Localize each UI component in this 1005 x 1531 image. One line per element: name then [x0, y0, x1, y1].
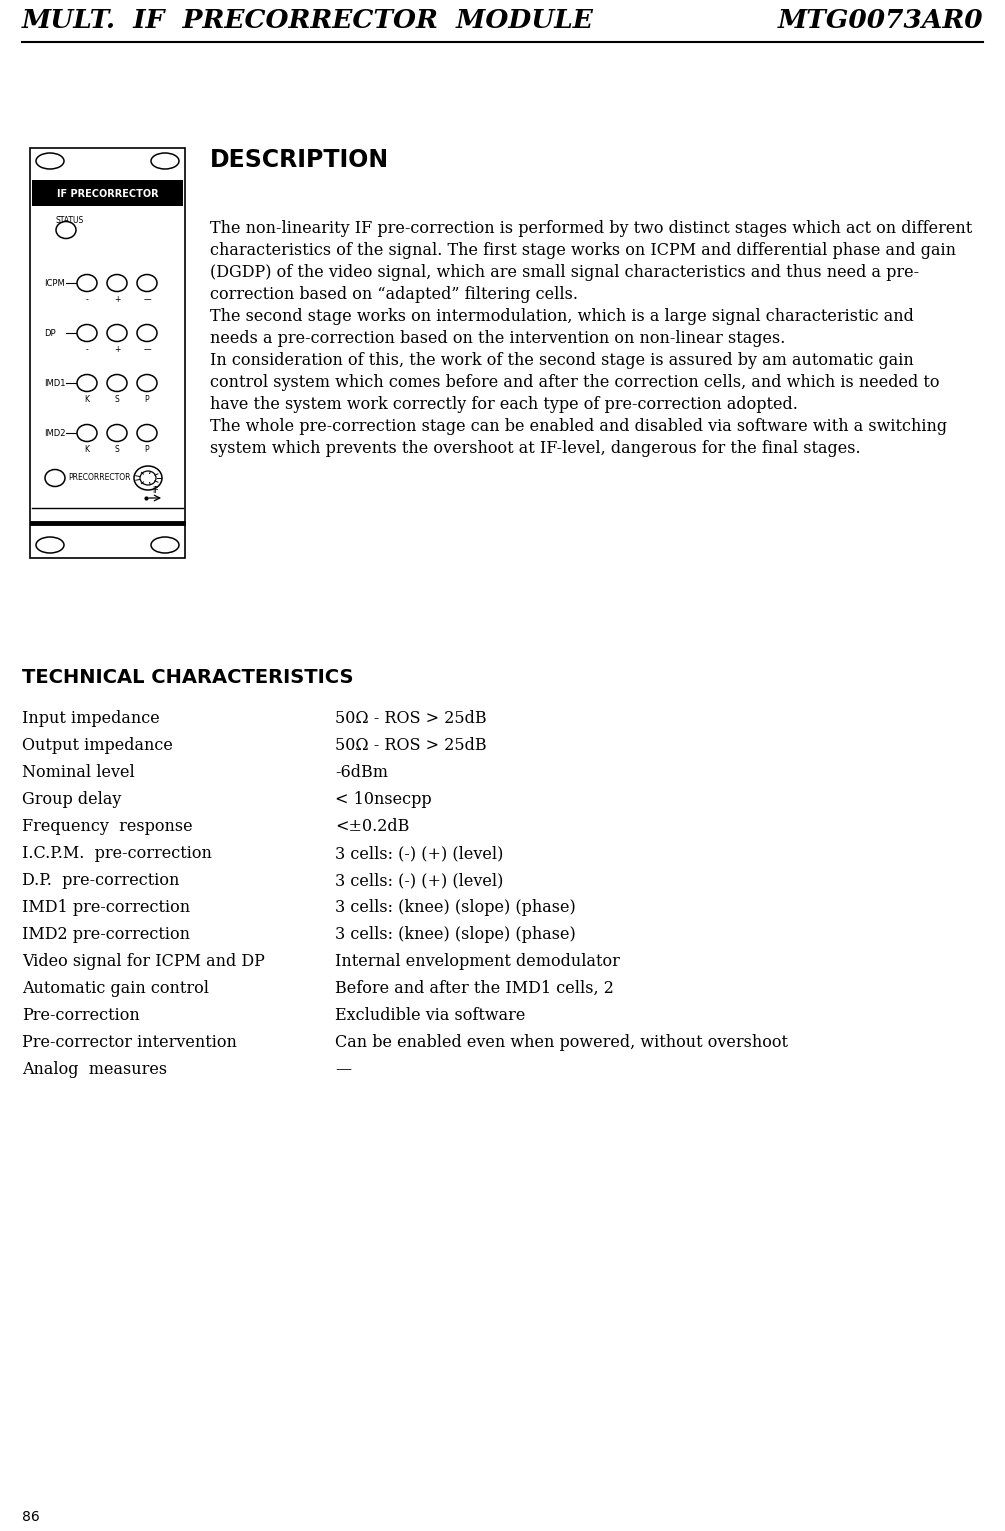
- Text: have the system work correctly for each type of pre-correction adopted.: have the system work correctly for each …: [210, 397, 798, 413]
- Text: Analog  measures: Analog measures: [22, 1061, 167, 1078]
- Text: —: —: [143, 344, 151, 354]
- Ellipse shape: [77, 424, 97, 441]
- Ellipse shape: [107, 424, 127, 441]
- Text: needs a pre-correction based on the intervention on non-linear stages.: needs a pre-correction based on the inte…: [210, 331, 785, 348]
- Ellipse shape: [77, 375, 97, 392]
- Ellipse shape: [77, 274, 97, 291]
- Ellipse shape: [36, 153, 64, 168]
- Text: 3 cells: (-) (+) (level): 3 cells: (-) (+) (level): [335, 873, 504, 890]
- Text: 50Ω - ROS > 25dB: 50Ω - ROS > 25dB: [335, 710, 486, 727]
- Text: Group delay: Group delay: [22, 792, 122, 808]
- Text: —: —: [335, 1061, 351, 1078]
- Text: In consideration of this, the work of the second stage is assured by am automati: In consideration of this, the work of th…: [210, 352, 914, 369]
- Ellipse shape: [137, 274, 157, 291]
- Text: The non-linearity IF pre-correction is performed by two distinct stages which ac: The non-linearity IF pre-correction is p…: [210, 220, 972, 237]
- Text: Input impedance: Input impedance: [22, 710, 160, 727]
- Text: IMD2 pre-correction: IMD2 pre-correction: [22, 926, 190, 943]
- Text: Pre-corrector intervention: Pre-corrector intervention: [22, 1033, 237, 1050]
- Text: Video signal for ICPM and DP: Video signal for ICPM and DP: [22, 952, 265, 971]
- Text: 50Ω - ROS > 25dB: 50Ω - ROS > 25dB: [335, 736, 486, 753]
- Ellipse shape: [137, 375, 157, 392]
- Text: IF PRECORRECTOR: IF PRECORRECTOR: [56, 188, 159, 199]
- Ellipse shape: [134, 465, 162, 490]
- Text: system which prevents the overshoot at IF-level, dangerous for the final stages.: system which prevents the overshoot at I…: [210, 439, 860, 456]
- Text: P: P: [145, 395, 150, 404]
- Text: TECHNICAL CHARACTERISTICS: TECHNICAL CHARACTERISTICS: [22, 668, 354, 687]
- Bar: [32, 181, 183, 207]
- Text: MTG0073AR0: MTG0073AR0: [778, 8, 983, 34]
- Text: +: +: [114, 344, 121, 354]
- Text: Excludible via software: Excludible via software: [335, 1007, 526, 1024]
- Text: (DGDP) of the video signal, which are small signal characteristics and thus need: (DGDP) of the video signal, which are sm…: [210, 263, 920, 282]
- Text: 3 cells: (knee) (slope) (phase): 3 cells: (knee) (slope) (phase): [335, 926, 576, 943]
- Text: P: P: [145, 446, 150, 455]
- Text: IF: IF: [153, 485, 160, 495]
- Text: Pre-correction: Pre-correction: [22, 1007, 140, 1024]
- Text: MULT.  IF  PRECORRECTOR  MODULE: MULT. IF PRECORRECTOR MODULE: [22, 8, 594, 34]
- Ellipse shape: [107, 375, 127, 392]
- Bar: [30, 149, 185, 557]
- Ellipse shape: [137, 325, 157, 341]
- Text: IMD1: IMD1: [44, 378, 65, 387]
- Text: —: —: [143, 295, 151, 305]
- Text: correction based on “adapted” filtering cells.: correction based on “adapted” filtering …: [210, 286, 578, 303]
- Text: Output impedance: Output impedance: [22, 736, 173, 753]
- Text: DESCRIPTION: DESCRIPTION: [210, 149, 389, 171]
- Text: S: S: [115, 395, 120, 404]
- Ellipse shape: [36, 537, 64, 553]
- Text: Nominal level: Nominal level: [22, 764, 135, 781]
- Text: DP: DP: [44, 329, 55, 337]
- Text: D.P.  pre-correction: D.P. pre-correction: [22, 873, 179, 890]
- Text: ICPM: ICPM: [44, 279, 64, 288]
- Text: K: K: [84, 446, 89, 455]
- Text: The whole pre-correction stage can be enabled and disabled via software with a s: The whole pre-correction stage can be en…: [210, 418, 947, 435]
- Text: STATUS: STATUS: [56, 216, 84, 225]
- Text: PRECORRECTOR: PRECORRECTOR: [68, 473, 131, 482]
- Ellipse shape: [77, 325, 97, 341]
- Text: +: +: [114, 295, 121, 305]
- Text: Frequency  response: Frequency response: [22, 818, 193, 834]
- Text: IMD1 pre-correction: IMD1 pre-correction: [22, 899, 190, 916]
- Ellipse shape: [151, 537, 179, 553]
- Text: 3 cells: (knee) (slope) (phase): 3 cells: (knee) (slope) (phase): [335, 899, 576, 916]
- Text: -: -: [85, 295, 88, 305]
- Text: <±0.2dB: <±0.2dB: [335, 818, 409, 834]
- Text: The second stage works on intermodulation, which is a large signal characteristi: The second stage works on intermodulatio…: [210, 308, 914, 325]
- Text: K: K: [84, 395, 89, 404]
- Text: IMD2: IMD2: [44, 429, 65, 438]
- Text: control system which comes before and after the correction cells, and which is n: control system which comes before and af…: [210, 374, 940, 390]
- Text: Can be enabled even when powered, without overshoot: Can be enabled even when powered, withou…: [335, 1033, 788, 1050]
- Ellipse shape: [107, 325, 127, 341]
- Text: 86: 86: [22, 1510, 40, 1523]
- Text: Internal envelopment demodulator: Internal envelopment demodulator: [335, 952, 620, 971]
- Text: 3 cells: (-) (+) (level): 3 cells: (-) (+) (level): [335, 845, 504, 862]
- Text: Automatic gain control: Automatic gain control: [22, 980, 209, 997]
- Text: S: S: [115, 446, 120, 455]
- Ellipse shape: [140, 472, 156, 485]
- Text: -6dBm: -6dBm: [335, 764, 388, 781]
- Ellipse shape: [56, 222, 76, 239]
- Ellipse shape: [137, 424, 157, 441]
- Ellipse shape: [151, 153, 179, 168]
- Ellipse shape: [45, 470, 65, 487]
- Text: Before and after the IMD1 cells, 2: Before and after the IMD1 cells, 2: [335, 980, 614, 997]
- Text: < 10nsecpp: < 10nsecpp: [335, 792, 431, 808]
- Text: -: -: [85, 344, 88, 354]
- Text: I.C.P.M.  pre-correction: I.C.P.M. pre-correction: [22, 845, 212, 862]
- Ellipse shape: [107, 274, 127, 291]
- Text: characteristics of the signal. The first stage works on ICPM and differential ph: characteristics of the signal. The first…: [210, 242, 956, 259]
